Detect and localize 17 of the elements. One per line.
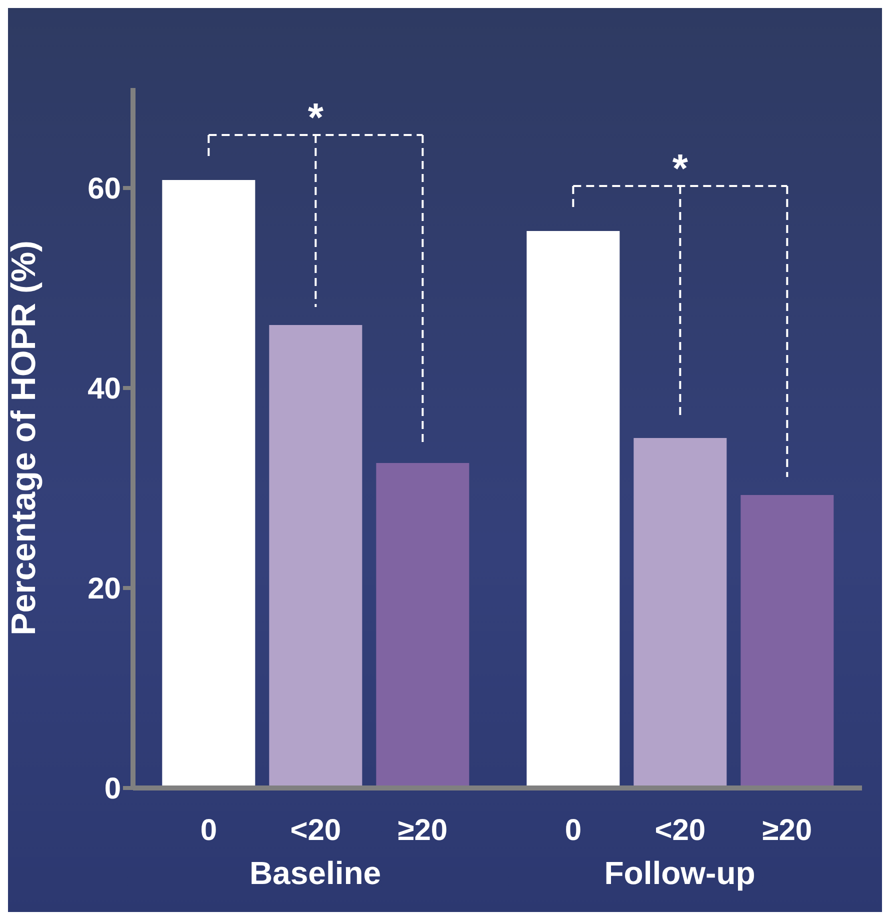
y-tick-label: 60	[88, 172, 121, 206]
series-label: ≥20	[398, 814, 448, 847]
y-axis-title: Percentage of HOPR (%)	[5, 240, 44, 636]
series-label: 0	[200, 814, 218, 847]
x-tick-label: Baseline	[249, 855, 382, 891]
y-tick-label: 40	[88, 372, 121, 406]
annotation: *	[672, 147, 688, 191]
annotation: *	[308, 96, 324, 140]
significance-bracket: *	[572, 147, 788, 478]
significance-bracket: *	[208, 96, 424, 446]
series-label: <20	[290, 814, 342, 847]
text: <20	[654, 814, 706, 847]
y-tick-label: 20	[88, 572, 121, 606]
x-tick-label: Follow-up	[604, 855, 756, 891]
y-tick-label: 0	[104, 772, 121, 806]
text: 0	[564, 814, 582, 847]
text: ≥20	[762, 814, 812, 847]
